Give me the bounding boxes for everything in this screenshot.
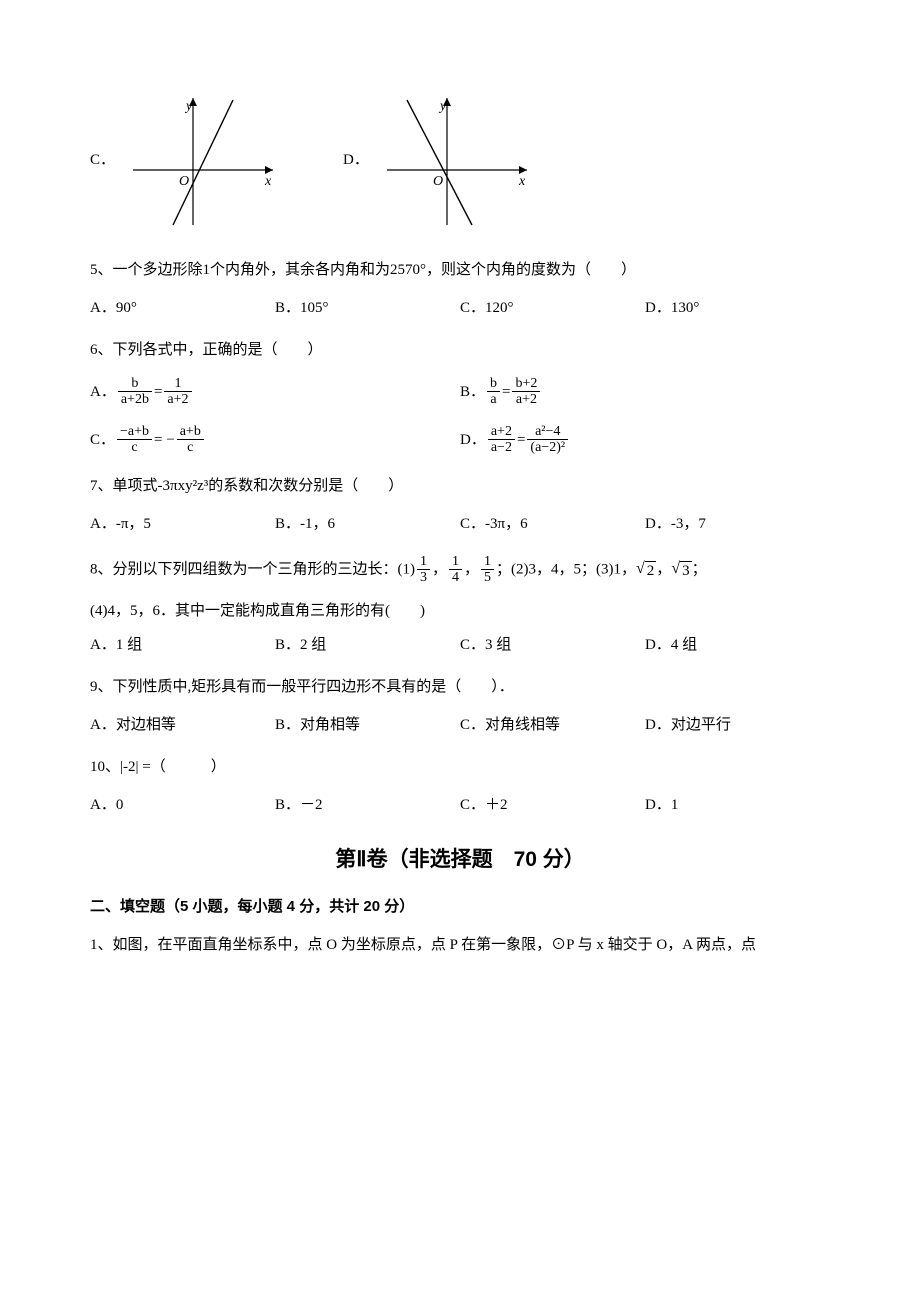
q7-opt-c: C．-3π，6	[460, 512, 645, 536]
q8-opt-d: D．4 组	[645, 633, 830, 657]
q5-opt-a: A．90°	[90, 296, 275, 320]
graph-c-block: C． y x O	[90, 90, 283, 230]
q9-opt-b: B．对角相等	[275, 713, 460, 737]
q10-opt-b: B．－2	[275, 793, 460, 817]
section2-title: 第Ⅱ卷（非选择题 70 分）	[90, 843, 830, 877]
svg-text:x: x	[518, 174, 526, 189]
q9-opt-c: C．对角线相等	[460, 713, 645, 737]
svg-text:y: y	[438, 99, 447, 114]
graph-options-row: C． y x O D． y x O	[90, 90, 830, 230]
q7-opt-b: B．-1，6	[275, 512, 460, 536]
q6-b-prefix: B．	[460, 380, 485, 404]
q10-opt-a: A．0	[90, 793, 275, 817]
section2-sub: 二、填空题（5 小题，每小题 4 分，共计 20 分）	[90, 895, 830, 919]
q6-text: 6、下列各式中，正确的是（ ）	[90, 338, 830, 362]
q10-opt-d: D．1	[645, 793, 830, 817]
svg-text:O: O	[433, 174, 443, 189]
graph-d-block: D． y x O	[343, 90, 537, 230]
graph-c-label: C．	[90, 148, 115, 172]
q7-options: A．-π，5 B．-1，6 C．-3π，6 D．-3，7	[90, 512, 830, 536]
q6-options: A． ba+2b = 1a+2 B． ba = b+2a+2 C． −a+bc …	[90, 376, 830, 456]
svg-text:O: O	[179, 174, 189, 189]
q7-opt-a: A．-π，5	[90, 512, 275, 536]
q8-text-line2: (4)4，5，6．其中一定能构成直角三角形的有( )	[90, 599, 830, 623]
q8-opt-a: A．1 组	[90, 633, 275, 657]
q8-options: A．1 组 B．2 组 C．3 组 D．4 组	[90, 633, 830, 657]
q7-opt-d: D．-3，7	[645, 512, 830, 536]
q6-opt-b: B． ba = b+2a+2	[460, 376, 830, 408]
q6-opt-c: C． −a+bc = − a+bc	[90, 424, 460, 456]
q5-opt-b: B．105°	[275, 296, 460, 320]
q9-options: A．对边相等 B．对角相等 C．对角线相等 D．对边平行	[90, 713, 830, 737]
q6-a-prefix: A．	[90, 380, 116, 404]
q6-d-prefix: D．	[460, 428, 486, 452]
graph-d-label: D．	[343, 148, 369, 172]
q5-opt-c: C．120°	[460, 296, 645, 320]
q10-opt-c: C．＋2	[460, 793, 645, 817]
graph-c-svg: y x O	[123, 90, 283, 230]
q10-options: A．0 B．－2 C．＋2 D．1	[90, 793, 830, 817]
q6-opt-a: A． ba+2b = 1a+2	[90, 376, 460, 408]
q7-text: 7、单项式-3πxy²z³的系数和次数分别是（ ）	[90, 474, 830, 498]
graph-d-svg: y x O	[377, 90, 537, 230]
q8-text-line1: 8、分别以下列四组数为一个三角形的三边长：(1)13，14，15；(2)3，4，…	[90, 554, 830, 586]
q5-opt-d: D．130°	[645, 296, 830, 320]
fill-q1: 1、如图，在平面直角坐标系中，点 O 为坐标原点，点 P 在第一象限，⊙P 与 …	[90, 933, 830, 957]
q8-opt-c: C．3 组	[460, 633, 645, 657]
q5-options: A．90° B．105° C．120° D．130°	[90, 296, 830, 320]
q8-opt-b: B．2 组	[275, 633, 460, 657]
q10-text: 10、|-2| =（ ）	[90, 755, 830, 779]
q6-opt-d: D． a+2a−2 = a²−4(a−2)²	[460, 424, 830, 456]
q9-opt-d: D．对边平行	[645, 713, 830, 737]
svg-text:x: x	[264, 174, 272, 189]
svg-text:y: y	[184, 99, 193, 114]
q9-opt-a: A．对边相等	[90, 713, 275, 737]
q9-text: 9、下列性质中,矩形具有而一般平行四边形不具有的是（ ）．	[90, 675, 830, 699]
q6-c-prefix: C．	[90, 428, 115, 452]
q5-text: 5、一个多边形除1个内角外，其余各内角和为2570°，则这个内角的度数为（ ）	[90, 258, 830, 282]
